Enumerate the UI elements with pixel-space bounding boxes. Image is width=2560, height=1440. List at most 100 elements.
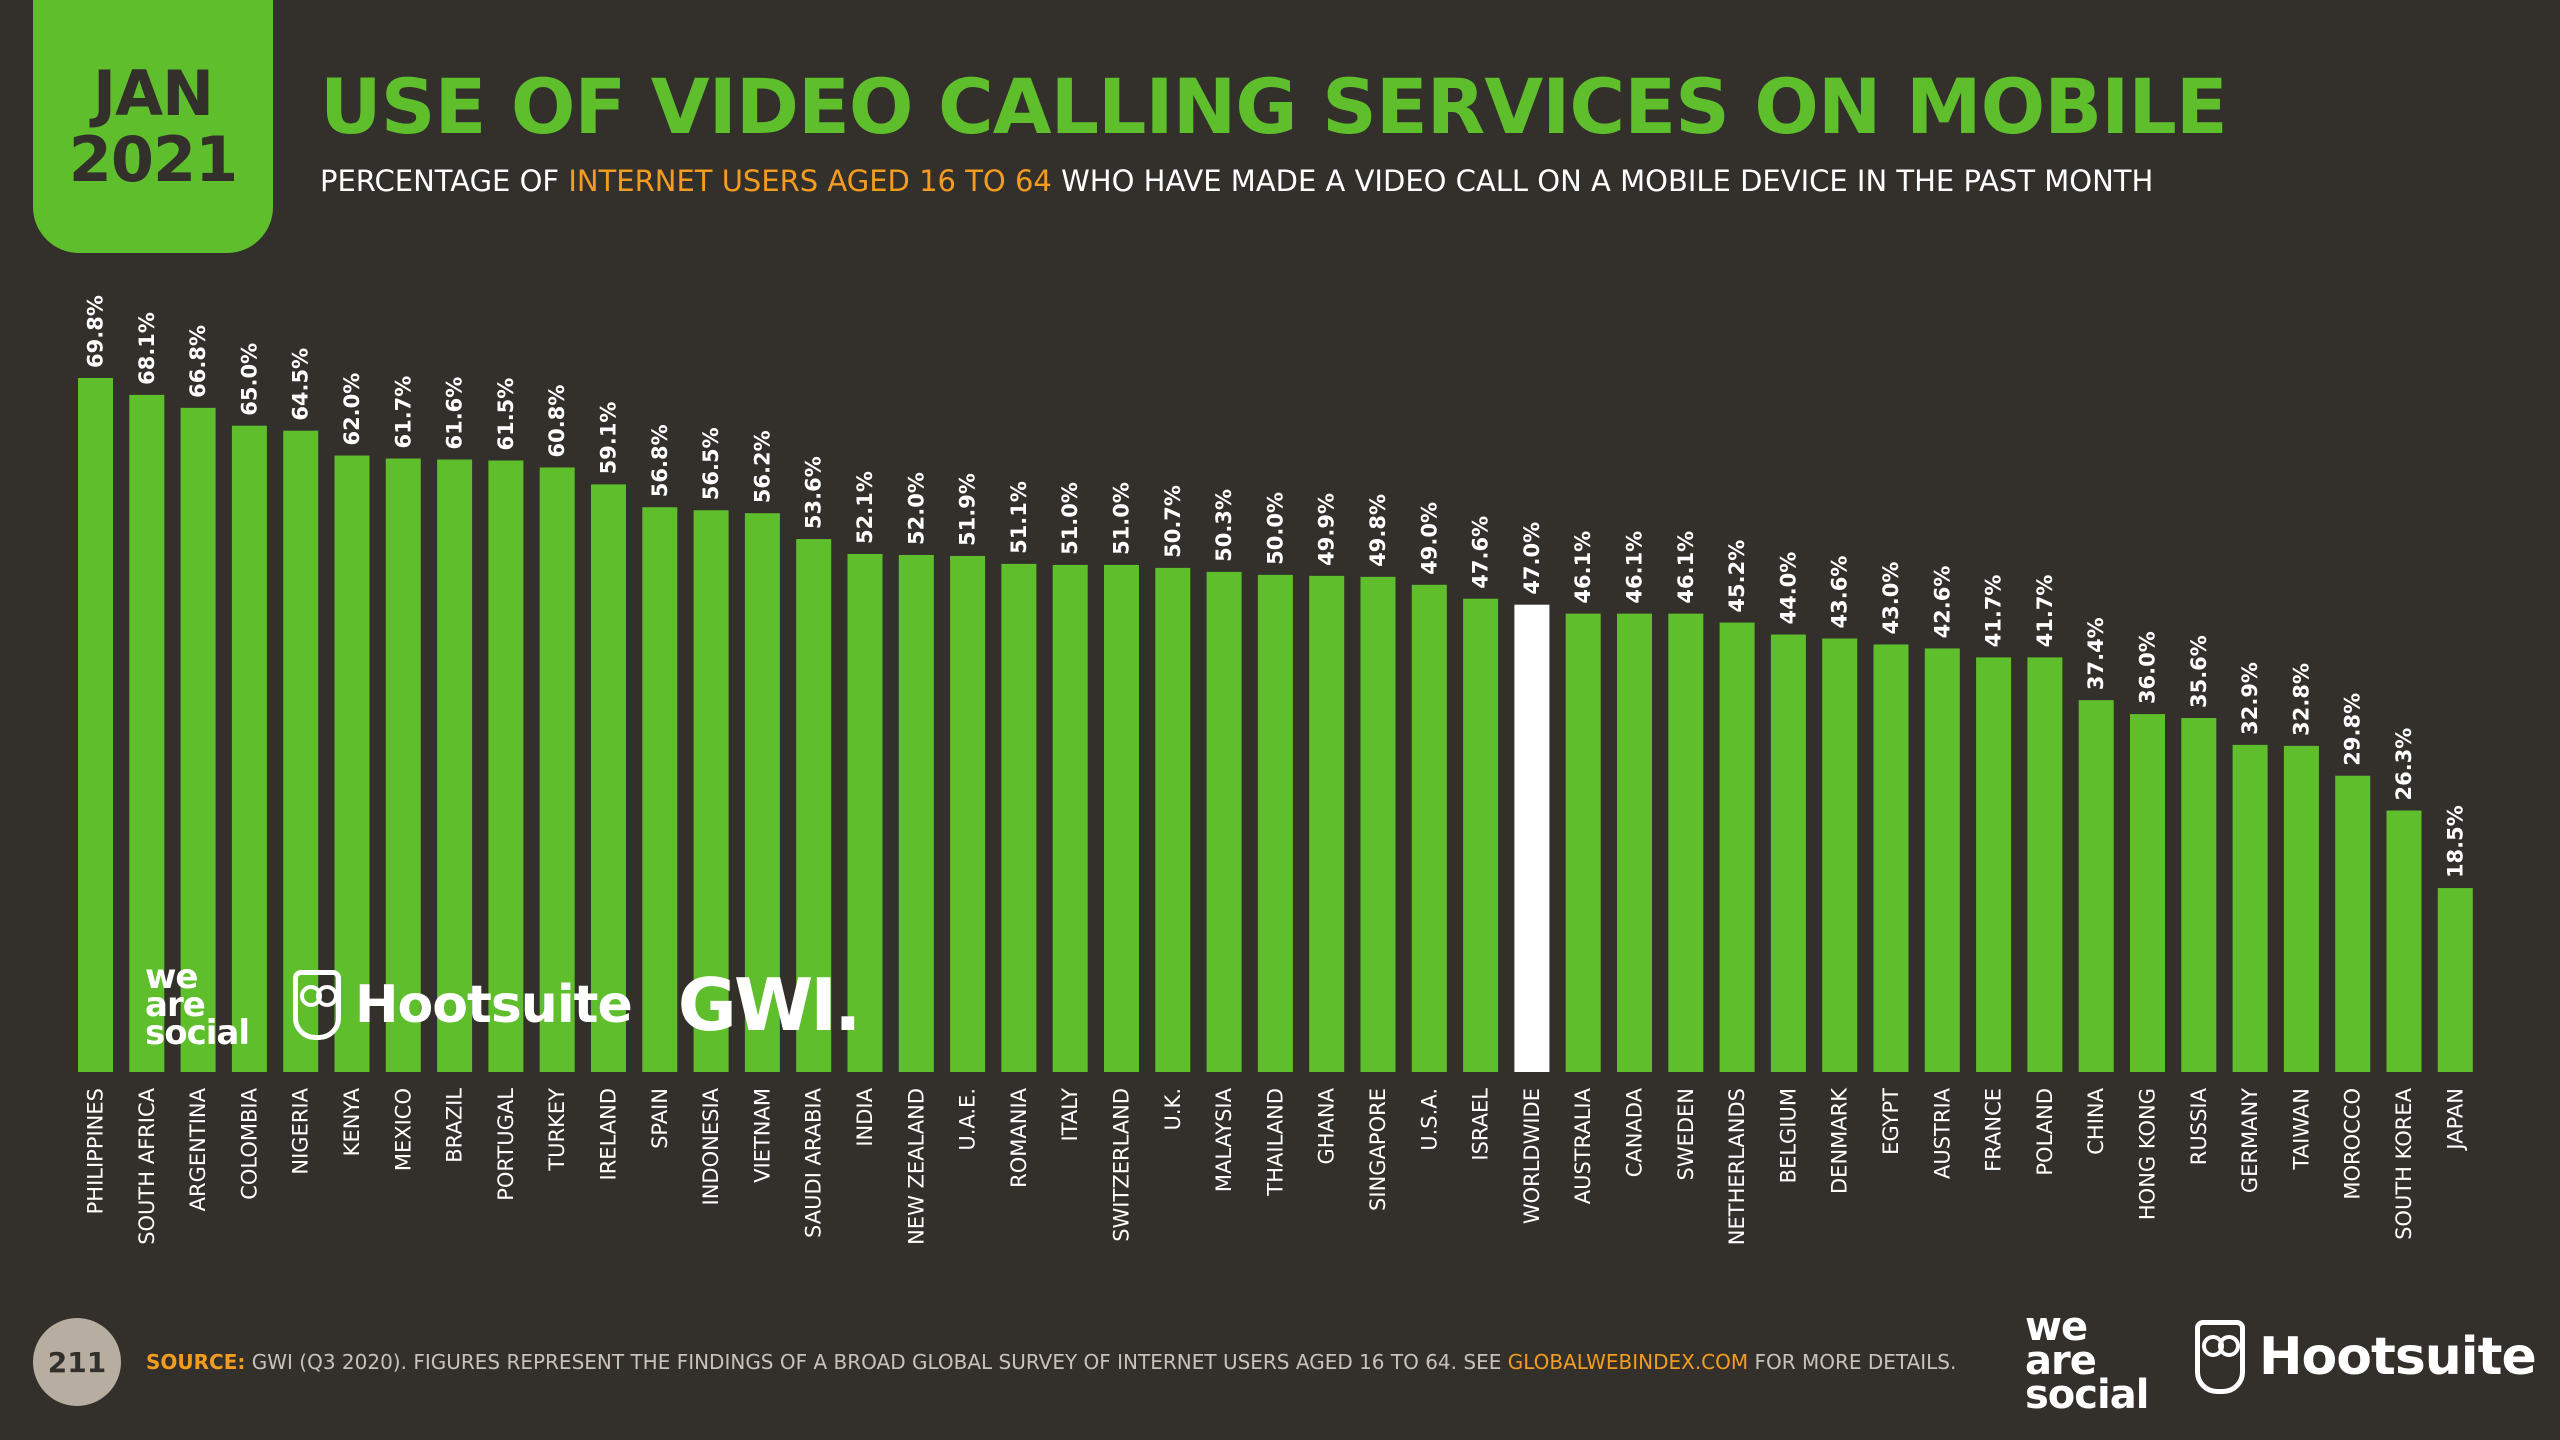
- bar: [2130, 714, 2165, 1072]
- bar: [1001, 563, 1037, 1072]
- bar: [1822, 638, 1858, 1072]
- category-label: INDONESIA: [699, 1087, 723, 1205]
- data-label: 49.0%: [1417, 502, 1441, 575]
- bar: [1257, 574, 1293, 1072]
- category-label: SWEDEN: [1674, 1088, 1698, 1181]
- data-label: 49.9%: [1315, 493, 1339, 566]
- category-label: U.A.E.: [956, 1088, 980, 1151]
- category-label: SAUDI ARABIA: [802, 1087, 826, 1238]
- category-label: IRELAND: [597, 1088, 621, 1180]
- badge-month: JAN: [93, 56, 214, 130]
- bar: [2335, 775, 2371, 1072]
- data-label: 64.5%: [289, 348, 313, 421]
- gwi-logo: GWI.: [677, 963, 862, 1047]
- date-badge: JAN 2021: [33, 0, 273, 253]
- footer-hootsuite-text: Hootsuite: [2259, 1327, 2537, 1387]
- hootsuite-logo-text: Hootsuite: [355, 975, 633, 1035]
- data-label: 61.7%: [391, 376, 415, 449]
- category-label: ITALY: [1058, 1088, 1082, 1142]
- data-label: 49.8%: [1366, 494, 1390, 567]
- category-label: JAPAN: [2443, 1088, 2467, 1152]
- bar: [2386, 810, 2422, 1072]
- data-label: 46.1%: [1674, 531, 1698, 604]
- bar: [2437, 888, 2473, 1072]
- footer-we-are-social-logo: we are social: [2025, 1307, 2149, 1418]
- data-label: 43.0%: [1879, 562, 1903, 635]
- page-title: USE OF VIDEO CALLING SERVICES ON MOBILE: [320, 62, 2228, 151]
- bar: [129, 394, 165, 1072]
- bar: [796, 539, 832, 1072]
- category-label: RUSSIA: [2187, 1087, 2211, 1165]
- owl-icon: [2195, 1320, 2245, 1394]
- data-label: 59.1%: [597, 402, 621, 475]
- footer-logo-line: social: [2025, 1372, 2149, 1418]
- data-label: 44.0%: [1776, 552, 1800, 625]
- subtitle-highlight: INTERNET USERS AGED 16 TO 64: [568, 164, 1052, 198]
- bar: [2078, 700, 2114, 1072]
- category-label: AUSTRIA: [1930, 1087, 1954, 1179]
- bar: [1206, 571, 1242, 1072]
- bar: [1668, 613, 1704, 1072]
- data-label: 50.3%: [1212, 489, 1236, 562]
- we-are-social-logo-line: are: [145, 985, 206, 1025]
- bar: [1976, 657, 2012, 1072]
- bar: [2232, 744, 2268, 1072]
- category-label: POLAND: [2033, 1088, 2057, 1176]
- data-label: 18.5%: [2443, 805, 2467, 878]
- bar: [1565, 613, 1601, 1072]
- data-label: 32.9%: [2238, 662, 2262, 735]
- data-label: 56.8%: [648, 424, 672, 497]
- category-label: PHILIPPINES: [84, 1088, 108, 1214]
- category-label: ARGENTINA: [186, 1087, 210, 1211]
- source-end: FOR MORE DETAILS.: [1748, 1350, 1957, 1374]
- category-label: PORTUGAL: [494, 1088, 518, 1201]
- source-link[interactable]: GLOBALWEBINDEX.COM: [1507, 1350, 1749, 1374]
- data-label: 60.8%: [545, 385, 569, 458]
- bar: [78, 377, 113, 1072]
- bar: [437, 459, 473, 1072]
- source-note: SOURCE: GWI (Q3 2020). FIGURES REPRESENT…: [146, 1350, 1956, 1374]
- bar: [1052, 564, 1088, 1072]
- bar: [847, 553, 883, 1072]
- bar: [2283, 745, 2319, 1072]
- category-label: BELGIUM: [1776, 1088, 1800, 1183]
- footer-hootsuite-logo: Hootsuite: [2195, 1320, 2537, 1394]
- category-label: DENMARK: [1828, 1087, 1852, 1194]
- category-label: EGYPT: [1879, 1088, 1903, 1155]
- data-label: 36.0%: [2136, 631, 2160, 704]
- bar: [642, 507, 678, 1072]
- source-label: SOURCE:: [146, 1350, 246, 1374]
- category-label: HONG KONG: [2136, 1088, 2160, 1220]
- bar: [1309, 575, 1345, 1072]
- data-label: 43.6%: [1828, 556, 1852, 629]
- owl-icon: [293, 970, 342, 1040]
- category-label: AUSTRALIA: [1571, 1087, 1595, 1204]
- bar: [231, 425, 267, 1072]
- subtitle-part1: PERCENTAGE OF: [320, 164, 569, 198]
- data-label: 51.1%: [1007, 481, 1031, 554]
- bar: [1924, 648, 1960, 1072]
- data-label: 65.0%: [237, 343, 261, 416]
- data-label: 50.7%: [1161, 485, 1185, 558]
- category-label: GERMANY: [2238, 1088, 2262, 1193]
- bar: [334, 455, 370, 1072]
- category-label: NIGERIA: [289, 1087, 313, 1174]
- category-label: MALAYSIA: [1212, 1087, 1236, 1192]
- category-label: SWITZERLAND: [1110, 1088, 1134, 1242]
- data-label: 32.8%: [2289, 663, 2313, 736]
- bar: [180, 407, 216, 1072]
- bar: [1770, 634, 1806, 1072]
- category-label: KENYA: [340, 1087, 364, 1156]
- data-label: 56.2%: [750, 430, 774, 503]
- data-label: 66.8%: [186, 325, 210, 398]
- category-label: U.K.: [1161, 1088, 1185, 1131]
- data-label: 62.0%: [340, 373, 364, 446]
- bar: [2181, 718, 2217, 1072]
- data-label: 47.6%: [1469, 516, 1493, 589]
- data-label: 51.0%: [1110, 482, 1134, 555]
- category-label: SOUTH KOREA: [2392, 1087, 2416, 1240]
- bar: [744, 513, 780, 1072]
- bar: [898, 554, 934, 1072]
- page-subtitle: PERCENTAGE OF INTERNET USERS AGED 16 TO …: [320, 164, 2153, 198]
- data-label: 53.6%: [802, 456, 826, 529]
